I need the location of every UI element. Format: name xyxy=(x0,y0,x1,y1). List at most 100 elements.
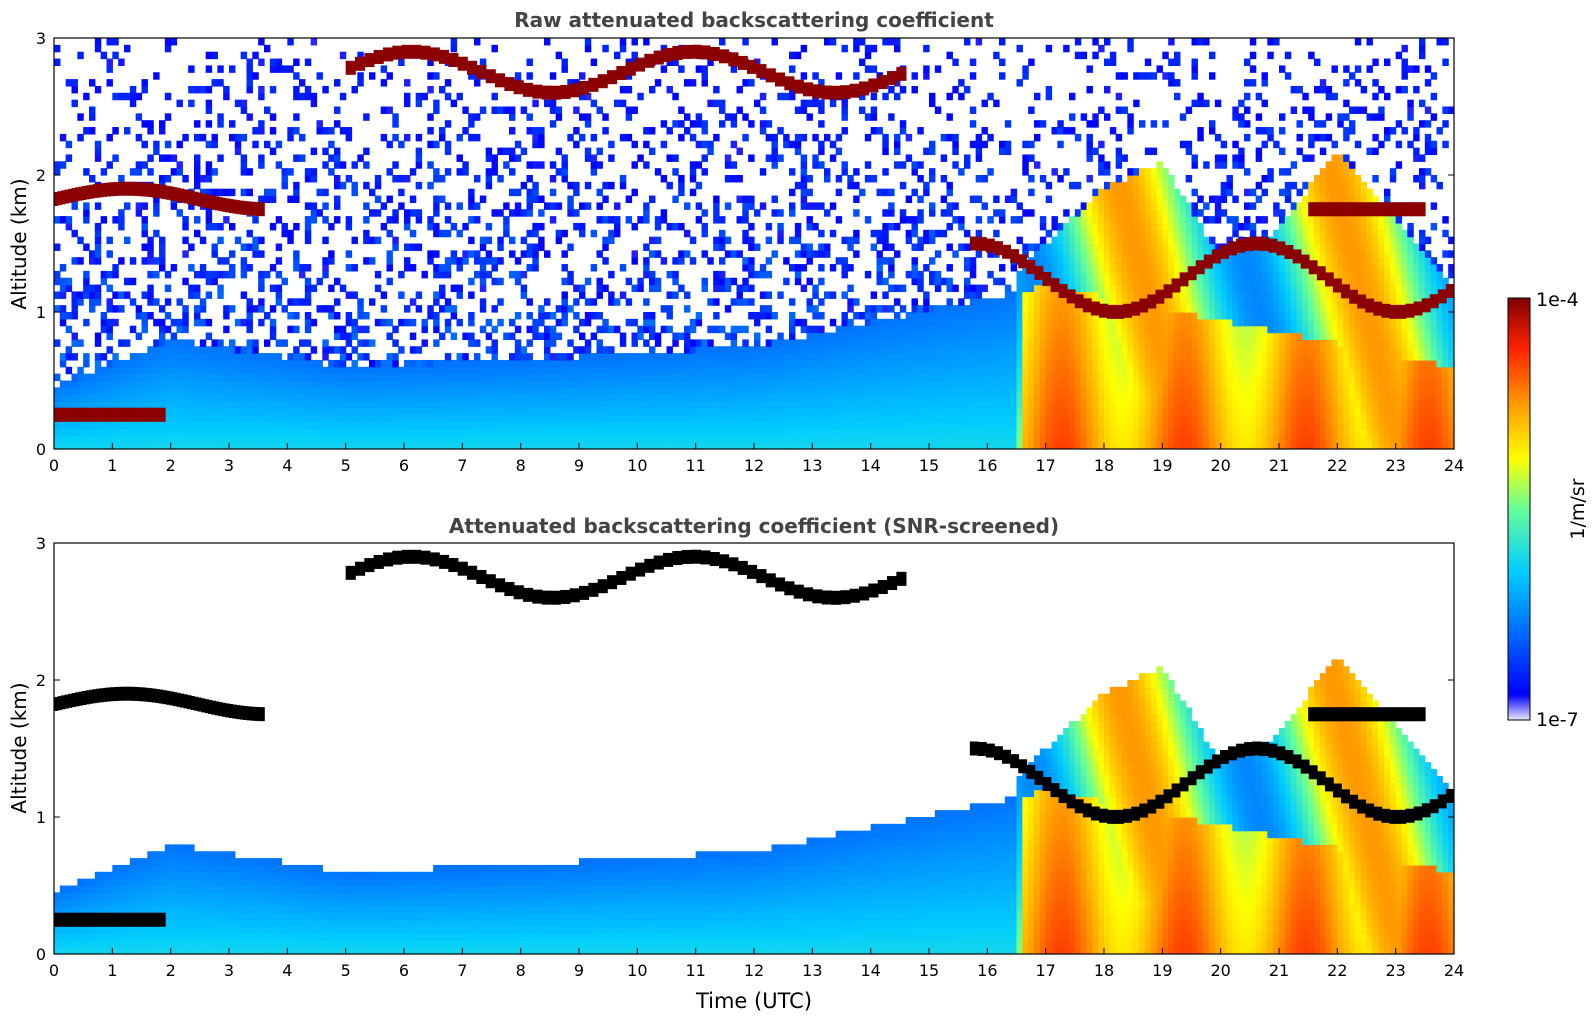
heatmap-cell xyxy=(818,387,825,395)
heatmap-cell xyxy=(969,298,977,306)
heatmap-cell xyxy=(532,127,539,135)
heatmap-cell xyxy=(713,99,720,108)
heatmap-cell xyxy=(742,394,749,402)
heatmap-cell xyxy=(199,346,207,354)
heatmap-cell xyxy=(468,72,475,80)
heatmap-cell xyxy=(800,421,808,430)
heatmap-cell xyxy=(649,250,656,258)
heatmap-cell xyxy=(89,387,96,395)
heatmap-cell xyxy=(526,298,533,306)
heatmap-cell xyxy=(374,401,382,409)
heatmap-cell xyxy=(876,277,883,286)
heatmap-cell xyxy=(217,284,224,293)
heatmap-cell xyxy=(503,401,510,409)
heatmap-cell xyxy=(923,332,930,340)
heatmap-cell xyxy=(77,387,84,395)
heatmap-cell xyxy=(357,414,364,423)
heatmap-cell xyxy=(853,407,860,416)
heatmap-cell xyxy=(252,140,259,149)
heatmap-cell xyxy=(491,154,498,162)
heatmap-cell xyxy=(619,175,627,183)
heatmap-cell xyxy=(1057,353,1064,361)
heatmap-cell xyxy=(1080,435,1088,443)
heatmap-cell xyxy=(789,435,796,443)
heatmap-cell xyxy=(713,407,720,416)
heatmap-cell xyxy=(812,154,819,162)
heatmap-cell xyxy=(106,359,113,368)
heatmap-cell xyxy=(730,366,738,375)
heatmap-cell xyxy=(614,51,621,60)
heatmap-cell xyxy=(474,202,481,210)
heatmap-cell xyxy=(602,401,609,409)
heatmap-cell xyxy=(888,202,895,210)
heatmap-cell xyxy=(1045,298,1053,306)
heatmap-cell xyxy=(275,366,283,375)
heatmap-cell xyxy=(147,250,154,258)
heatmap-cell xyxy=(800,366,808,375)
heatmap-cell xyxy=(806,387,813,395)
heatmap-cell xyxy=(264,195,271,203)
heatmap-cell xyxy=(1028,380,1035,388)
heatmap-cell xyxy=(584,387,592,395)
heatmap-cell xyxy=(287,373,294,382)
heatmap-cell xyxy=(771,346,778,354)
heatmap-cell xyxy=(631,442,638,449)
heatmap-cell xyxy=(759,346,767,354)
heatmap-cell xyxy=(713,394,720,402)
heatmap-cell xyxy=(736,85,743,94)
heatmap-cell xyxy=(1045,195,1053,203)
heatmap-cell xyxy=(474,339,481,347)
heatmap-cell xyxy=(934,442,942,449)
heatmap-cell xyxy=(695,442,703,449)
heatmap-cell xyxy=(188,202,195,210)
heatmap-cell xyxy=(654,380,662,388)
heatmap-cell xyxy=(643,435,650,443)
heatmap-cell xyxy=(538,421,545,430)
heatmap-cell xyxy=(754,407,761,416)
heatmap-cell xyxy=(637,325,644,334)
heatmap-cell xyxy=(649,318,656,327)
heatmap-cell xyxy=(614,222,621,231)
heatmap-cell xyxy=(754,442,761,449)
heatmap-cell xyxy=(264,359,271,368)
heatmap-cell xyxy=(409,298,417,306)
heatmap-cell xyxy=(689,353,697,361)
heatmap-cell xyxy=(631,339,638,347)
heatmap-cell xyxy=(730,120,738,128)
heatmap-cell xyxy=(1051,222,1058,231)
heatmap-cell xyxy=(159,175,166,183)
heatmap-cell xyxy=(981,401,988,409)
heatmap-cell xyxy=(485,270,493,279)
heatmap-cell xyxy=(765,291,773,299)
heatmap-cell xyxy=(363,236,370,245)
heatmap-cell xyxy=(748,442,755,449)
heatmap-cell xyxy=(83,168,90,176)
heatmap-cell xyxy=(1010,359,1018,368)
heatmap-cell xyxy=(1092,318,1099,327)
heatmap-cell xyxy=(917,428,924,436)
heatmap-cell xyxy=(526,401,533,409)
heatmap-cell xyxy=(188,291,195,299)
heatmap-cell xyxy=(987,387,994,395)
heatmap-cell xyxy=(83,435,90,443)
heatmap-cell xyxy=(882,140,889,149)
heatmap-cell xyxy=(1086,133,1093,142)
heatmap-cell xyxy=(1028,359,1035,368)
heatmap-cell xyxy=(894,435,901,443)
heatmap-cell xyxy=(1080,414,1088,423)
heatmap-cell xyxy=(538,380,545,388)
heatmap-cell xyxy=(444,414,452,423)
heatmap-cell xyxy=(742,79,749,87)
heatmap-cell xyxy=(89,250,96,258)
heatmap-cell xyxy=(474,216,481,224)
heatmap-cell xyxy=(1022,428,1029,436)
heatmap-cell xyxy=(124,277,131,286)
heatmap-cell xyxy=(299,380,306,388)
heatmap-cell xyxy=(299,387,306,395)
heatmap-cell xyxy=(975,421,983,430)
heatmap-cell xyxy=(999,140,1006,149)
heatmap-cell xyxy=(794,181,802,190)
heatmap-cell xyxy=(468,442,475,449)
heatmap-cell xyxy=(561,250,568,258)
heatmap-cell xyxy=(240,380,248,388)
